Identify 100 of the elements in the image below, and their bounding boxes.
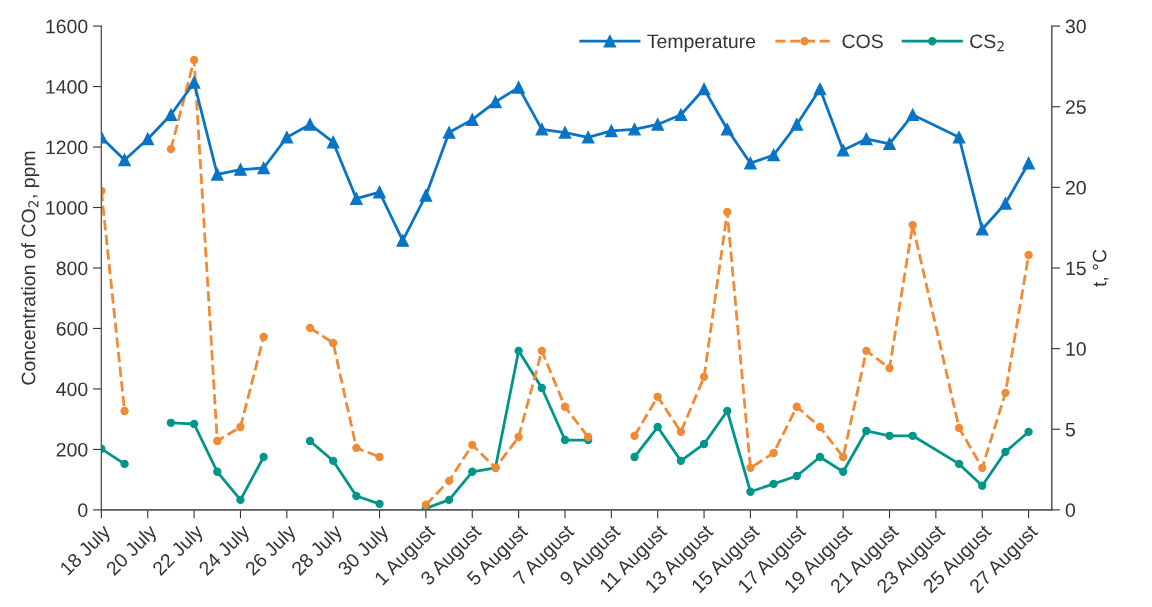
- y2-axis-title: t, °C: [1092, 249, 1109, 287]
- y2-tick-label: 5: [1065, 422, 1075, 437]
- point: [466, 113, 479, 126]
- point: [213, 436, 222, 446]
- point: [908, 220, 917, 230]
- point: [838, 467, 848, 476]
- point: [259, 452, 268, 462]
- y-axis-title: Concentration of CO$_{2}$, ppm: [21, 151, 40, 385]
- y-tick-label: 200: [56, 442, 88, 457]
- point: [444, 476, 454, 486]
- point: [189, 55, 199, 65]
- y-tick-label: 800: [56, 261, 88, 276]
- y-tick-label: 400: [56, 382, 88, 397]
- point: [514, 432, 523, 442]
- point: [954, 459, 964, 469]
- point: [1024, 250, 1033, 260]
- point: [489, 95, 502, 109]
- point: [211, 168, 224, 181]
- point: [744, 156, 757, 170]
- point: [885, 363, 894, 373]
- point: [908, 431, 917, 440]
- y-tick-label: 0: [78, 503, 88, 518]
- point: [236, 495, 245, 505]
- point: [862, 346, 871, 356]
- point: [350, 192, 363, 205]
- point: [651, 118, 664, 131]
- point: [1024, 427, 1033, 437]
- point: [769, 479, 778, 489]
- point: [352, 491, 361, 501]
- point: [674, 108, 688, 122]
- point: [166, 144, 176, 154]
- y2-tick-label: 0: [1065, 503, 1076, 518]
- point: [862, 426, 871, 436]
- y2-tick-label: 30: [1065, 19, 1086, 34]
- y2-tick-label: 20: [1065, 180, 1086, 195]
- point: [303, 118, 317, 131]
- point: [236, 422, 245, 432]
- point: [560, 435, 570, 445]
- point: [676, 456, 686, 466]
- point: [746, 463, 755, 473]
- point: [1022, 156, 1035, 170]
- point: [189, 419, 199, 429]
- point: [352, 443, 361, 453]
- point: [187, 76, 201, 89]
- point: [118, 153, 131, 167]
- point: [558, 126, 572, 139]
- point: [952, 131, 966, 144]
- point: [723, 406, 732, 416]
- point: [815, 422, 825, 432]
- point: [213, 467, 222, 476]
- point: [630, 431, 639, 440]
- point: [581, 131, 595, 144]
- point: [280, 131, 294, 144]
- point: [630, 452, 639, 462]
- point: [329, 338, 338, 348]
- point: [769, 448, 778, 458]
- point: [792, 402, 801, 411]
- point: [375, 452, 384, 462]
- point: [535, 123, 549, 136]
- point: [860, 132, 873, 146]
- legend-label: Temperature: [647, 34, 756, 53]
- point: [164, 108, 178, 122]
- point: [790, 118, 804, 131]
- y2-tick-label: 25: [1065, 100, 1086, 114]
- point: [978, 463, 987, 473]
- point: [514, 346, 523, 356]
- point: [444, 495, 454, 505]
- point: [1001, 388, 1010, 398]
- point: [676, 427, 686, 437]
- y-tick-label: 1600: [46, 19, 88, 34]
- point: [723, 207, 732, 217]
- point: [442, 126, 456, 139]
- point: [813, 82, 827, 96]
- y2-tick-label: 15: [1066, 261, 1086, 276]
- point: [699, 372, 709, 382]
- point: [166, 418, 176, 427]
- point: [329, 456, 338, 466]
- y-tick-label: 1200: [46, 140, 88, 155]
- point: [396, 234, 409, 247]
- y2-tick-label: 10: [1066, 342, 1086, 356]
- point: [468, 467, 477, 476]
- point: [746, 487, 755, 496]
- point: [697, 82, 711, 96]
- point: [838, 452, 848, 462]
- point: [120, 406, 129, 416]
- point: [120, 459, 129, 469]
- y-tick-label: 600: [56, 321, 88, 336]
- point: [373, 185, 386, 199]
- point: [883, 137, 896, 151]
- point: [885, 431, 894, 440]
- y-tick-label: 1000: [46, 200, 88, 215]
- point: [257, 161, 270, 175]
- point: [628, 123, 641, 136]
- point: [375, 499, 384, 509]
- point: [699, 439, 709, 449]
- point: [653, 392, 662, 401]
- point: [720, 123, 734, 136]
- point: [605, 124, 618, 138]
- point: [560, 402, 570, 411]
- point: [906, 108, 919, 122]
